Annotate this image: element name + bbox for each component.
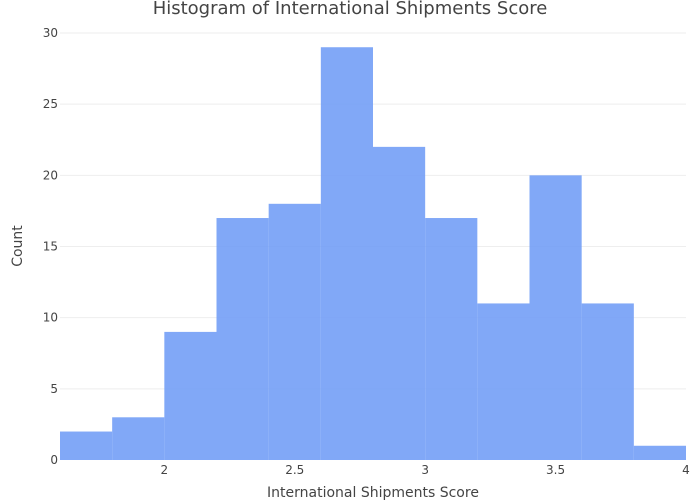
x-tick-label: 2.5 (285, 463, 304, 477)
histogram-bar (581, 303, 634, 460)
y-tick-label: 30 (43, 26, 58, 40)
y-axis-ticks: 0 5 10 15 20 25 30 (43, 26, 58, 467)
histogram-bar (112, 417, 165, 460)
y-tick-label: 5 (50, 382, 58, 396)
histogram-bars (60, 47, 686, 461)
histogram-bar (60, 431, 113, 460)
x-tick-label: 3 (421, 463, 429, 477)
y-tick-label: 20 (43, 168, 58, 182)
x-tick-label: 4 (682, 463, 690, 477)
histogram-bar (477, 303, 530, 460)
y-tick-label: 25 (43, 97, 58, 111)
histogram-bar (164, 331, 217, 460)
y-axis-title: Count (10, 225, 26, 267)
x-axis-ticks: 2 2.5 3 3.5 4 (161, 463, 690, 477)
histogram-bar (216, 218, 269, 460)
histogram-bar (529, 175, 582, 461)
x-tick-label: 3.5 (546, 463, 565, 477)
chart-title: Histogram of International Shipments Sco… (153, 0, 548, 19)
x-tick-label: 2 (161, 463, 169, 477)
histogram-bar (373, 146, 426, 460)
y-tick-label: 10 (43, 311, 58, 325)
histogram-bar (268, 203, 321, 461)
histogram-bar (425, 218, 478, 460)
histogram-bar (633, 445, 686, 460)
histogram-bar (320, 47, 373, 460)
y-tick-label: 15 (43, 240, 58, 254)
x-axis-title: International Shipments Score (267, 485, 479, 500)
y-tick-label: 0 (50, 453, 58, 467)
